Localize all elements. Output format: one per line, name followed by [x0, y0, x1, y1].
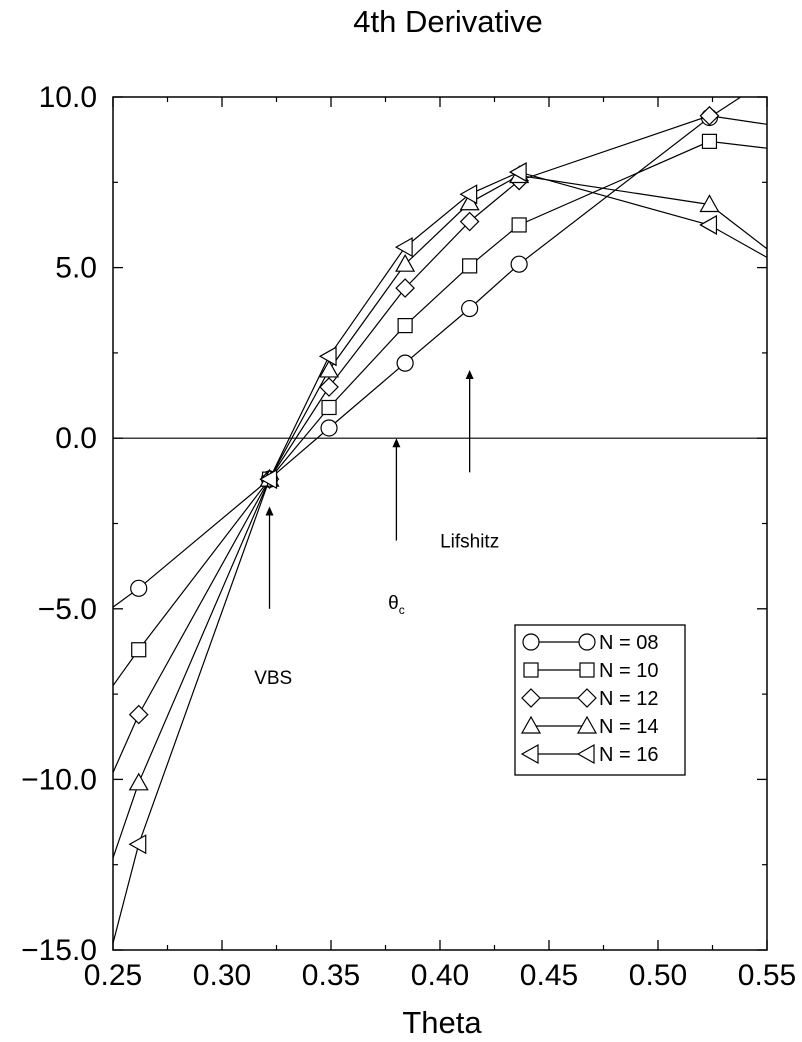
chart-title: 4th Derivative	[353, 4, 543, 39]
x-tick-label: 0.45	[520, 959, 578, 992]
legend-entry: N = 16	[520, 743, 658, 766]
y-tick-label: 5.0	[55, 252, 97, 285]
data-point-circle	[130, 579, 148, 597]
annotation-arrowhead	[265, 506, 274, 516]
data-point-triangle-left	[394, 237, 413, 258]
x-tick-label: 0.30	[193, 959, 251, 992]
series-n-10	[113, 133, 767, 686]
data-point-square	[131, 642, 147, 658]
data-point-triangle-up	[699, 194, 720, 213]
x-tick-label: 0.35	[302, 959, 360, 992]
data-point-diamond	[128, 704, 149, 725]
data-point-triangle-left	[128, 834, 147, 855]
annotation-lifshitz: Lifshitz	[440, 369, 499, 552]
x-tick-label: 0.25	[84, 959, 142, 992]
legend-label: N = 16	[599, 744, 658, 766]
annotation-label: VBS	[254, 668, 292, 689]
x-tick-label: 0.40	[411, 959, 469, 992]
legend-box	[514, 624, 686, 776]
legend-marker-start	[521, 688, 541, 708]
legend-marker-end	[577, 688, 597, 708]
annotation-layer: VBS θc Lifshitz	[254, 369, 499, 689]
annotation-subscript: c	[399, 603, 405, 617]
x-axis-ticks	[112, 97, 768, 950]
legend-label: N = 12	[599, 688, 658, 710]
legend-marker-end	[579, 662, 595, 678]
data-point-circle	[510, 255, 528, 273]
data-point-square	[462, 258, 478, 274]
legend-marker-start	[520, 743, 539, 765]
x-axis-label: Theta	[402, 1005, 482, 1040]
x-tick-label: 0.50	[629, 959, 687, 992]
data-point-diamond	[459, 211, 480, 232]
data-point-circle	[396, 354, 414, 372]
plot-frame	[112, 96, 768, 951]
y-axis-ticks	[113, 96, 767, 951]
legend-marker-start	[520, 715, 542, 734]
x-axis-tick-labels: 0.25 0.30 0.35 0.40 0.45 0.50 0.55	[84, 959, 796, 992]
data-point-circle	[461, 299, 479, 318]
legend-label: N = 08	[599, 632, 658, 654]
data-point-triangle-left	[259, 469, 278, 490]
annotation-arrowhead	[465, 369, 474, 379]
data-point-square	[321, 399, 337, 416]
annotation-label: θc	[388, 593, 405, 617]
data-point-square	[701, 133, 718, 149]
series-line	[113, 171, 767, 944]
series-layer	[113, 97, 767, 944]
legend-label: N = 14	[599, 716, 658, 738]
legend: N = 08 N = 10 N = 12 N = 14 N = 16	[514, 624, 686, 776]
y-axis-tick-labels: −15.0 −10.0 −5.0 0.0 5.0 10.0	[21, 81, 97, 967]
data-point-triangle-left	[699, 214, 718, 235]
annotation-arrowhead	[392, 438, 401, 448]
x-tick-label: 0.55	[738, 959, 796, 992]
annotation-vbs: VBS	[254, 506, 292, 689]
data-point-triangle-up	[319, 359, 340, 378]
annotation-label: Lifshitz	[440, 531, 499, 552]
legend-entries: N = 08 N = 10 N = 12 N = 14 N = 16	[520, 632, 658, 766]
legend-entry: N = 10	[523, 660, 658, 682]
annotation-theta-c: θc	[388, 438, 405, 617]
data-point-diamond	[699, 105, 720, 126]
data-point-square	[397, 318, 413, 334]
y-tick-label: 10.0	[39, 81, 97, 114]
legend-marker-start	[523, 662, 539, 678]
legend-marker-start	[522, 633, 540, 651]
data-point-square	[511, 217, 527, 233]
y-tick-label: 0.0	[55, 422, 97, 455]
legend-entry: N = 12	[521, 688, 658, 710]
data-point-diamond	[319, 377, 339, 397]
series-n-16	[113, 162, 767, 944]
data-point-circle	[320, 419, 338, 437]
y-tick-label: −5.0	[38, 593, 97, 626]
legend-marker-end	[576, 743, 595, 765]
series-line	[113, 140, 767, 686]
legend-entry: N = 14	[520, 715, 658, 738]
y-tick-label: −15.0	[21, 934, 97, 967]
data-point-triangle-up	[395, 253, 416, 272]
plot-area: 0.25 0.30 0.35 0.40 0.45 0.50 0.55 −15.0−10.0−…	[21, 81, 796, 992]
data-point-triangle-left	[459, 184, 478, 205]
legend-marker-end	[576, 715, 598, 734]
data-point-triangle-up	[128, 772, 149, 791]
legend-label: N = 10	[599, 660, 658, 682]
data-point-triangle-left	[318, 346, 337, 367]
y-tick-label: −10.0	[21, 763, 97, 796]
legend-marker-end	[578, 633, 596, 651]
data-point-diamond	[395, 278, 415, 298]
legend-entry: N = 08	[522, 632, 658, 654]
data-point-triangle-left	[508, 162, 527, 183]
